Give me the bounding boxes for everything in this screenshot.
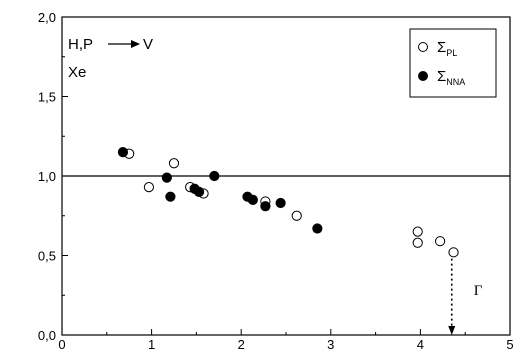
y-tick-label: 1,5 [38, 90, 56, 105]
data-point-pl [168, 158, 180, 169]
legend-marker-filled-circle [418, 71, 428, 81]
ticks: 0 1 2 3 4 5 0,0 0,5 1,0 1,5 2,0 [38, 10, 514, 352]
gamma-arrowhead-icon [448, 326, 456, 335]
x-tick-label: 5 [506, 337, 513, 352]
data-point-nna [247, 194, 258, 205]
legend-sigma-pl-symbol: Σ [437, 39, 446, 56]
data-point-nna [117, 147, 129, 158]
data-point-nna [260, 201, 271, 212]
legend-box [409, 28, 497, 98]
x-tick-label: 4 [417, 337, 424, 352]
legend-sigma-nna-symbol: Σ [437, 68, 446, 85]
legend-entry-sigma-nna: ΣNNA [437, 68, 465, 87]
legend-entry-sigma-pl: ΣPL [437, 39, 457, 58]
data-point-pl [291, 210, 302, 221]
data-point-pl [412, 237, 423, 248]
x-tick-label: 3 [327, 337, 334, 352]
y-tick-label: 1,0 [38, 169, 56, 184]
x-tick-label: 2 [238, 337, 245, 352]
y-tick-label: 0,5 [38, 249, 56, 264]
data-point-nna [165, 191, 176, 202]
legend-marker-open-circle [418, 42, 428, 52]
legend-sigma-nna-subscript: NNA [446, 77, 465, 87]
gamma-label: Γ [474, 283, 483, 299]
annotations: H,P V Xe Γ [68, 36, 483, 335]
x-tick-label: 0 [58, 337, 65, 352]
legend-sigma-pl-subscript: PL [446, 48, 457, 58]
transition-label-prefix: H,P [68, 36, 93, 53]
data-point-pl [448, 247, 459, 258]
x-tick-label: 1 [148, 337, 155, 352]
data-points [117, 147, 459, 258]
data-point-nna [193, 186, 205, 197]
transition-arrowhead-icon [131, 40, 140, 48]
legend: ΣPL ΣNNA [409, 28, 497, 98]
y-tick-label: 0,0 [38, 328, 56, 343]
data-point-nna [312, 223, 323, 234]
data-point-nna [209, 170, 220, 182]
data-point-pl [412, 226, 423, 237]
data-point-pl [435, 236, 446, 247]
data-point-nna [275, 197, 286, 209]
data-point-nna [161, 172, 172, 183]
transition-label-suffix: V [143, 36, 153, 53]
element-label: Xe [68, 64, 86, 81]
y-tick-label: 2,0 [38, 10, 56, 25]
data-point-pl [143, 182, 155, 193]
